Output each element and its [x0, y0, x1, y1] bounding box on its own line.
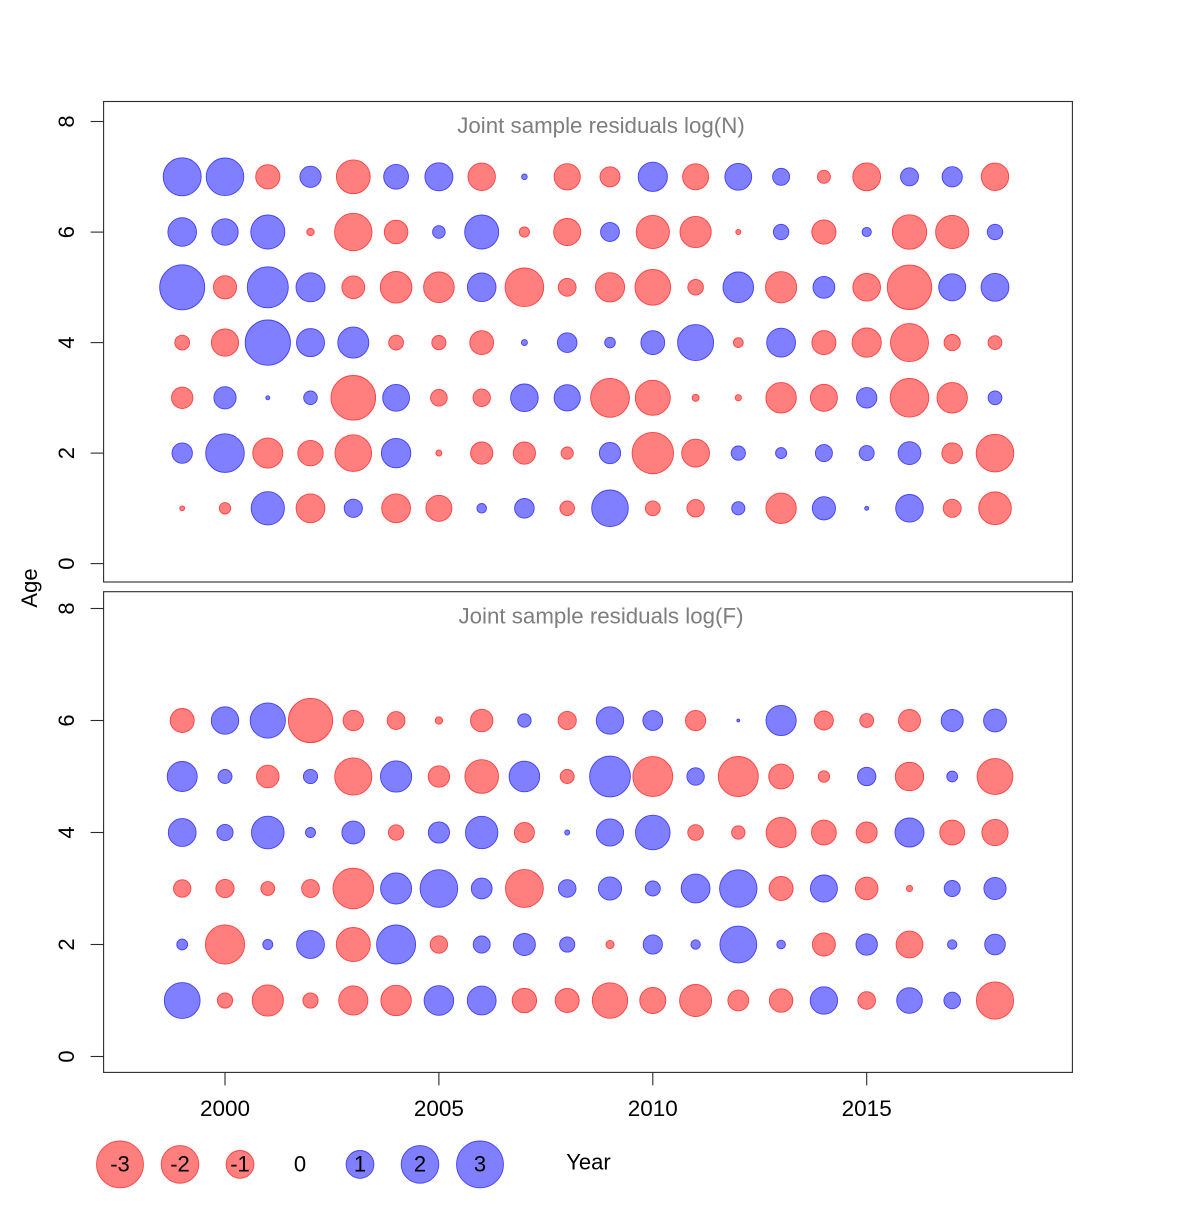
svg-text:Age: Age [17, 568, 42, 607]
svg-text:0: 0 [54, 1050, 79, 1062]
svg-text:2000: 2000 [200, 1096, 250, 1121]
svg-text:Year: Year [566, 1150, 610, 1175]
svg-text:6: 6 [54, 226, 79, 238]
svg-text:1: 1 [354, 1151, 366, 1176]
svg-text:4: 4 [54, 826, 79, 838]
svg-text:-1: -1 [230, 1151, 250, 1176]
svg-text:Joint sample residuals log(N): Joint sample residuals log(N) [457, 113, 745, 138]
svg-text:2: 2 [54, 938, 79, 950]
svg-text:-3: -3 [110, 1151, 130, 1176]
svg-text:2010: 2010 [628, 1096, 678, 1121]
svg-text:2005: 2005 [414, 1096, 464, 1121]
svg-text:2: 2 [414, 1151, 426, 1176]
svg-text:0: 0 [294, 1151, 306, 1176]
svg-text:6: 6 [54, 714, 79, 726]
svg-text:0: 0 [54, 557, 79, 569]
svg-text:4: 4 [54, 336, 79, 348]
svg-text:2015: 2015 [842, 1096, 892, 1121]
svg-text:8: 8 [54, 602, 79, 614]
svg-text:2: 2 [54, 447, 79, 459]
svg-text:Joint sample residuals log(F): Joint sample residuals log(F) [458, 603, 743, 628]
svg-text:8: 8 [54, 115, 79, 127]
svg-text:3: 3 [474, 1151, 486, 1176]
svg-text:-2: -2 [170, 1151, 190, 1176]
